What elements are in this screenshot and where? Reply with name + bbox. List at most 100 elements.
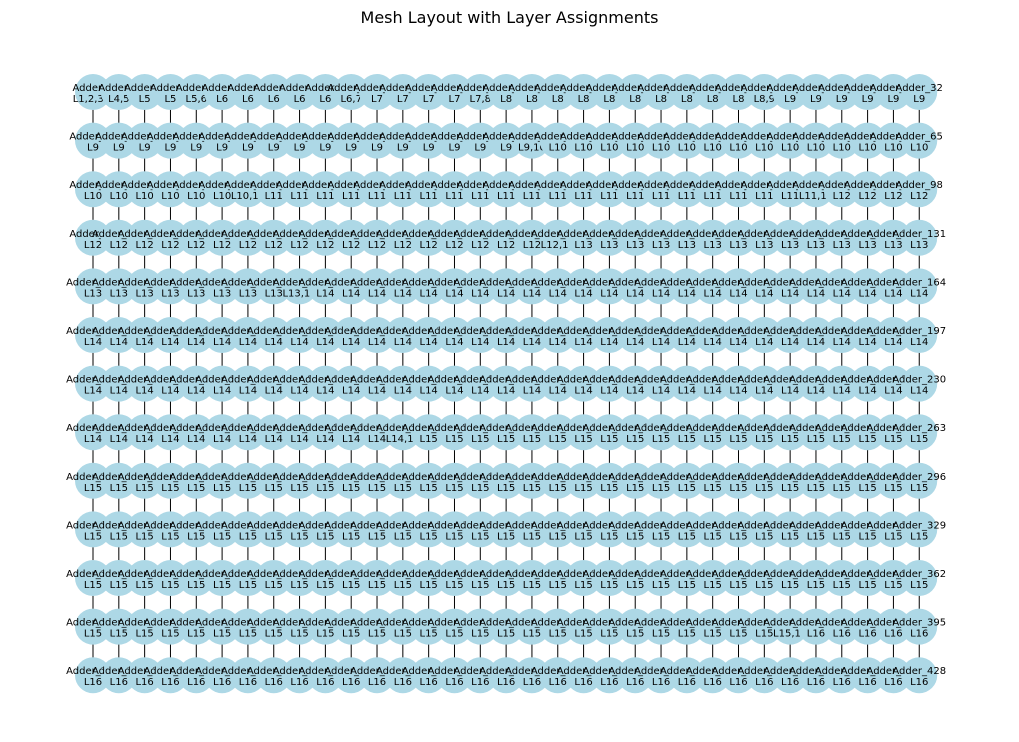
mesh-node-layer: L15 xyxy=(884,434,902,445)
mesh-node-circle xyxy=(384,462,421,499)
mesh-node-layer: L14 xyxy=(910,337,928,348)
mesh-node-name: Adder_15 xyxy=(457,83,504,94)
mesh-node-layer: L11 xyxy=(652,191,670,202)
mesh-node-circle xyxy=(746,171,783,208)
mesh-node-layer: L15 xyxy=(678,483,696,494)
mesh-node-circle xyxy=(204,365,241,402)
mesh-node-layer: L16 xyxy=(420,677,438,688)
mesh-node-name: Adder_212 xyxy=(428,375,482,386)
mesh-node-circle xyxy=(75,219,111,256)
mesh-node-name: Adder_6 xyxy=(227,83,268,94)
mesh-node-name: Adder_262 xyxy=(867,423,921,434)
mesh-node-name: Adder_131 xyxy=(892,229,946,240)
mesh-node-layer: L14 xyxy=(213,337,231,348)
mesh-node-name: Adder_195 xyxy=(841,326,895,337)
mesh-node-circle xyxy=(178,268,215,305)
mesh-node-circle xyxy=(643,365,680,402)
mesh-node-layer: L14 xyxy=(807,386,825,397)
mesh-node-layer: L14 xyxy=(471,337,489,348)
mesh-node-circle xyxy=(255,462,292,499)
mesh-node: Adder_5L6 xyxy=(202,74,243,110)
mesh-node-name: Adder_66 xyxy=(69,180,116,191)
mesh-node-layer: L15 xyxy=(213,483,231,494)
mesh-node-circle xyxy=(617,122,654,159)
mesh-node-layer: L15 xyxy=(574,629,592,640)
mesh-node-layer: L9 xyxy=(836,94,848,105)
mesh-node-layer: L14 xyxy=(213,434,231,445)
mesh-node-name: Adder_155 xyxy=(660,277,714,288)
mesh-node-circle xyxy=(436,219,473,256)
mesh-node-circle xyxy=(797,219,834,256)
mesh-node-layer: L12 xyxy=(368,240,386,251)
mesh-node-layer: L5 xyxy=(164,94,176,105)
mesh-node-name: Adder_294 xyxy=(841,472,895,483)
mesh-node-layer: L15 xyxy=(910,580,928,591)
mesh-node-layer: L15 xyxy=(781,580,799,591)
mesh-node-circle xyxy=(436,268,473,305)
mesh-node-circle xyxy=(333,171,370,208)
mesh-node-layer: L15 xyxy=(161,580,179,591)
mesh-node-name: Adder_211 xyxy=(402,375,456,386)
mesh-node-layer: L16 xyxy=(807,629,825,640)
mesh-node-layer: L10 xyxy=(910,143,928,154)
mesh-node-circle xyxy=(772,317,809,353)
mesh-node-name: Adder_2 xyxy=(124,83,165,94)
mesh-node-layer: L13 xyxy=(910,240,928,251)
mesh-node-name: Adder_98 xyxy=(896,180,943,191)
mesh-node-layer: L8 xyxy=(681,94,693,105)
mesh-node-name: Adder_229 xyxy=(867,375,921,386)
mesh-node-circle xyxy=(488,365,525,402)
mesh-node-layer: L15 xyxy=(187,531,205,542)
mesh-node-name: Adder_43 xyxy=(328,132,375,143)
mesh-node-name: Adder_318 xyxy=(608,520,662,531)
mesh-node-circle xyxy=(229,171,266,208)
mesh-node-name: Adder_3 xyxy=(150,83,191,94)
mesh-node-layer: L16 xyxy=(549,677,567,688)
mesh-node-circle xyxy=(410,171,447,208)
mesh-node-layer: L14 xyxy=(523,337,541,348)
mesh-node-layer: L15 xyxy=(265,531,283,542)
mesh-node-layer: L9 xyxy=(784,94,796,105)
mesh-node-layer: L15 xyxy=(265,629,283,640)
mesh-node-circle xyxy=(901,511,938,548)
mesh-node-layer: L10 xyxy=(187,191,205,202)
mesh-node-name: Adder_75 xyxy=(302,180,349,191)
mesh-node-circle xyxy=(720,74,757,110)
mesh-node-name: Adder_81 xyxy=(457,180,504,191)
mesh-node-layer: L14 xyxy=(729,288,747,299)
mesh-node-name: Adder_146 xyxy=(428,277,482,288)
mesh-node-name: Adder_167 xyxy=(118,326,172,337)
mesh-node-layer: L14 xyxy=(600,337,618,348)
mesh-node-circle xyxy=(668,317,705,353)
mesh-node-circle xyxy=(410,268,447,305)
mesh-node-layer: L15 xyxy=(729,629,747,640)
mesh-node-circle xyxy=(565,219,602,256)
mesh-node-layer: L12 xyxy=(420,240,438,251)
mesh-node-name: Adder_0 xyxy=(73,83,114,94)
mesh-node-name: Adder_52 xyxy=(560,132,607,143)
mesh-node-layer: L16 xyxy=(626,677,644,688)
mesh-node-name: Adder_255 xyxy=(686,423,740,434)
mesh-node-layer: L8 xyxy=(655,94,667,105)
mesh-node-circle xyxy=(720,317,757,353)
